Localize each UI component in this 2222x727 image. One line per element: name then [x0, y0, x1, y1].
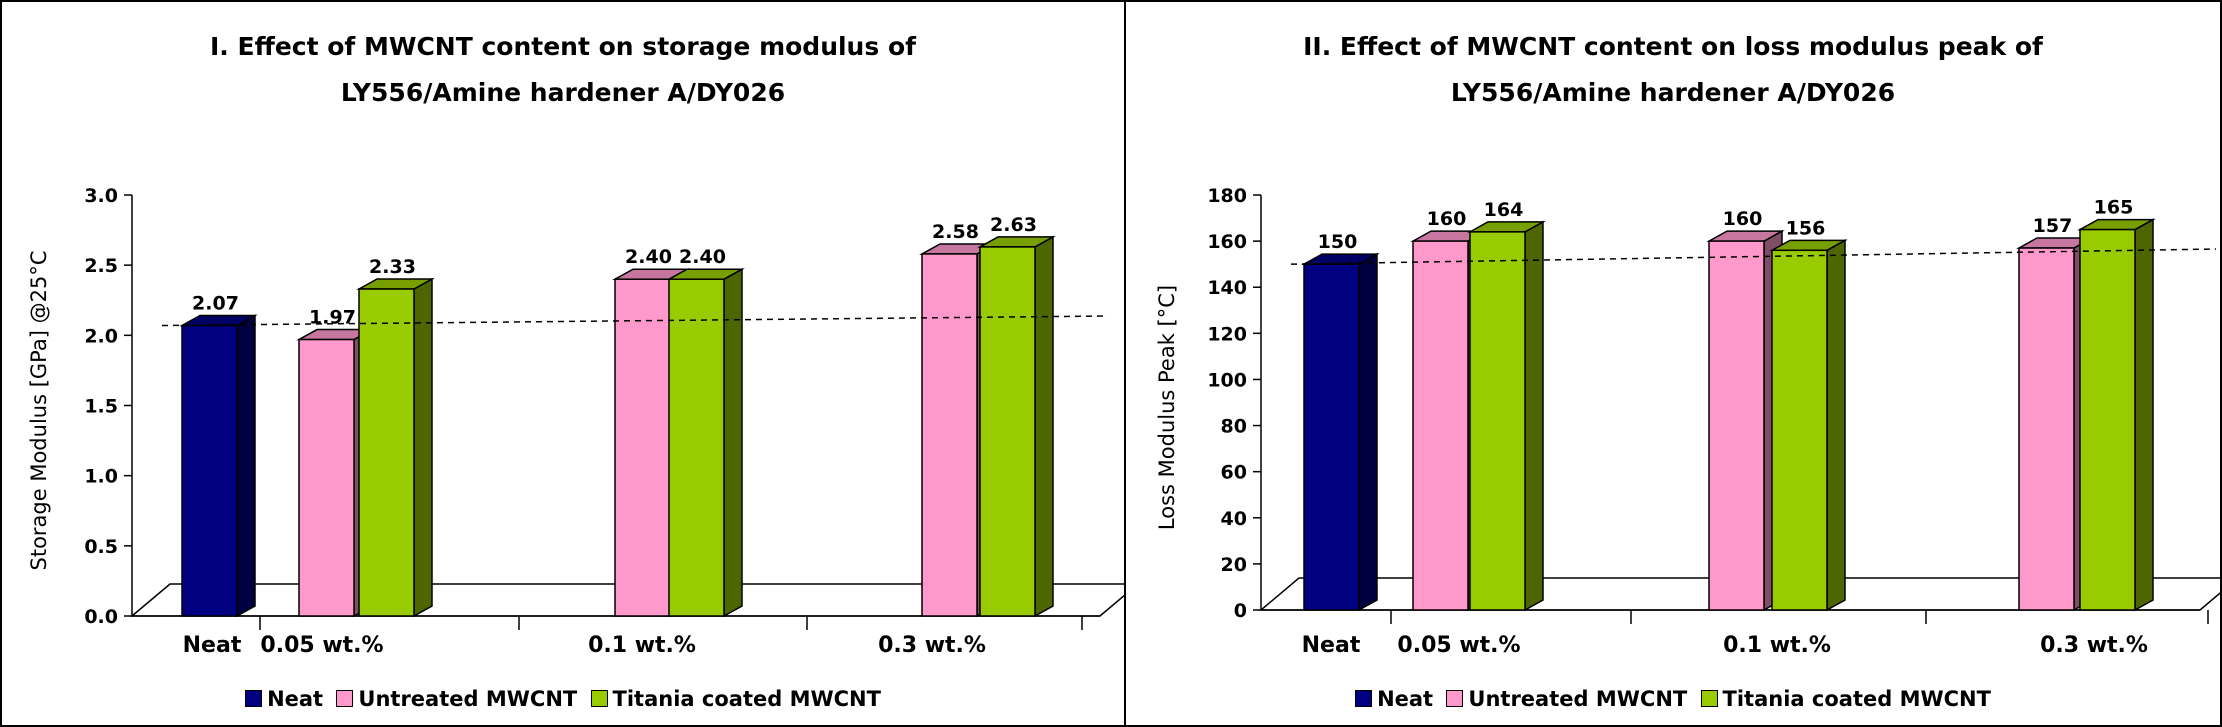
legend-item-neat: Neat [1355, 687, 1433, 711]
chart-panel-storage-modulus: I. Effect of MWCNT content on storage mo… [0, 0, 1126, 727]
y-tick-label: 0.0 [84, 606, 118, 628]
data-label: 2.63 [990, 214, 1037, 236]
chart-title-line-1: II. Effect of MWCNT content on loss modu… [1303, 32, 2043, 61]
data-label: 1.97 [309, 307, 356, 329]
bar-titania [358, 288, 415, 617]
y-tick-label: 3.0 [84, 185, 118, 207]
y-tick-label: 180 [1207, 185, 1247, 207]
legend-swatch-titania [590, 690, 608, 707]
data-label: 160 [1723, 208, 1763, 230]
bar-titania-side [1034, 235, 1054, 618]
data-label: 2.07 [192, 293, 239, 315]
chart-title-line-1: I. Effect of MWCNT content on storage mo… [209, 32, 916, 61]
legend-item-untreated: Untreated MWCNT [1446, 687, 1687, 711]
bar-neat-side [236, 314, 256, 618]
bar-untreated [1412, 240, 1469, 611]
y-tick-label: 2.0 [84, 325, 118, 347]
y-tick-label: 1.5 [84, 396, 118, 418]
data-label: 2.40 [679, 246, 726, 268]
bar-neat [181, 324, 238, 617]
y-tick-label: 60 [1221, 462, 1247, 484]
y-tick-label: 140 [1207, 277, 1247, 299]
legend-label: Titania coated MWCNT [612, 687, 881, 711]
bar-titania-side [1524, 220, 1544, 612]
legend-label: Neat [267, 687, 324, 711]
x-category-label: 0.3 wt.% [878, 633, 986, 658]
bar-untreated [614, 278, 671, 617]
bar-titania [668, 278, 725, 617]
x-category-label: 0.05 wt.% [260, 633, 383, 658]
bar-untreated [921, 253, 978, 617]
y-axis-title: Loss Modulus Peak [°C] [1155, 285, 1179, 530]
legend-swatch-untreated [1446, 690, 1464, 707]
y-tick-label: 0.5 [84, 536, 118, 558]
legend-swatch-neat [1355, 690, 1373, 707]
bar-titania [1771, 249, 1828, 611]
legend-swatch-titania [1700, 690, 1718, 707]
data-label: 2.33 [369, 256, 416, 278]
y-tick-label: 0 [1234, 600, 1247, 622]
y-tick-label: 100 [1207, 369, 1247, 391]
reference-line [1290, 248, 2217, 265]
legend-label: Untreated MWCNT [1468, 687, 1688, 711]
bar-titania [2079, 228, 2136, 611]
bar-titania-side [413, 277, 433, 618]
bar-untreated [1708, 240, 1765, 611]
chart-legend: Neat Untreated MWCNT Titania coated MWCN… [2, 687, 1124, 711]
x-category-label: 0.3 wt.% [2040, 633, 2148, 658]
bar-titania-side [2134, 218, 2154, 612]
legend-item-titania: Titania coated MWCNT [1700, 687, 1991, 711]
chart-title: II. Effect of MWCNT content on loss modu… [1126, 24, 2220, 116]
legend-swatch-untreated [336, 690, 354, 707]
bar-neat [1303, 263, 1360, 611]
data-label: 2.58 [932, 221, 979, 243]
data-label: 156 [1786, 217, 1826, 239]
reference-line [161, 315, 1109, 327]
chart-title: I. Effect of MWCNT content on storage mo… [2, 24, 1124, 116]
data-label: 150 [1318, 231, 1358, 253]
chart-panel-loss-modulus: II. Effect of MWCNT content on loss modu… [1124, 0, 2222, 727]
y-tick-label: 160 [1207, 231, 1247, 253]
legend-item-neat: Neat [245, 687, 323, 711]
loss-modulus-chart: 0 20 40 60 80 100 120 140 160 180 Loss Modulus Pea… [1155, 185, 2220, 658]
legend-label: Untreated MWCNT [358, 687, 578, 711]
x-category-label: 0.1 wt.% [588, 633, 696, 658]
x-category-label: Neat [1302, 633, 1361, 658]
data-label: 165 [2094, 197, 2134, 219]
bar-titania-side [723, 267, 743, 618]
bar-titania [1469, 231, 1526, 611]
data-label: 2.40 [625, 246, 672, 268]
y-tick-label: 120 [1207, 323, 1247, 345]
chart-legend: Neat Untreated MWCNT Titania coated MWCN… [1126, 687, 2220, 711]
x-category-label: 0.05 wt.% [1397, 633, 1520, 658]
y-tick-label: 80 [1221, 416, 1247, 438]
bar-untreated [298, 338, 355, 617]
bar-neat-side [1358, 252, 1378, 612]
bar-titania [979, 246, 1036, 617]
x-category-label: 0.1 wt.% [1723, 633, 1831, 658]
storage-modulus-chart: 0.0 0.5 1.0 1.5 2.0 2.5 3.0 Storage Modulus [GP… [27, 185, 1124, 658]
legend-item-titania: Titania coated MWCNT [590, 687, 881, 711]
data-label: 160 [1427, 208, 1467, 230]
legend-label: Titania coated MWCNT [1722, 687, 1991, 711]
y-tick-label: 2.5 [84, 255, 118, 277]
y-tick-label: 20 [1221, 554, 1247, 576]
y-tick-label: 1.0 [84, 466, 118, 488]
chart-title-line-2: LY556/Amine hardener A/DY026 [340, 78, 786, 107]
legend-item-untreated: Untreated MWCNT [336, 687, 577, 711]
chart-title-line-2: LY556/Amine hardener A/DY026 [1450, 78, 1896, 107]
y-axis-title: Storage Modulus [GPa] @25°C [27, 250, 51, 570]
data-label: 157 [2033, 215, 2073, 237]
bar-untreated [2018, 247, 2075, 611]
legend-swatch-neat [245, 690, 263, 707]
legend-label: Neat [1377, 687, 1434, 711]
bar-titania-side [1826, 239, 1846, 612]
y-tick-label: 40 [1221, 508, 1247, 530]
x-category-label: Neat [183, 633, 242, 658]
data-label: 164 [1484, 199, 1524, 221]
